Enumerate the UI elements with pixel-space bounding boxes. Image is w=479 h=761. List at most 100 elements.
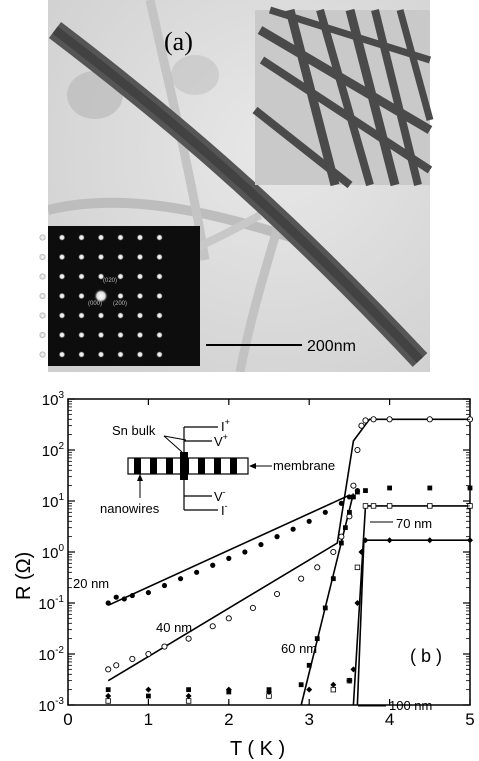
- diffraction-spot: [156, 351, 163, 358]
- point-60nm: [338, 540, 344, 546]
- y-tick-label: 100: [42, 543, 65, 562]
- point-40nm: [113, 662, 120, 669]
- voltage-plus-label: V+: [214, 432, 228, 449]
- diffraction-spot: [156, 253, 163, 261]
- diffraction-spot: [58, 331, 66, 339]
- point-60nm: [387, 485, 392, 491]
- x-tick-label: 2: [224, 710, 233, 729]
- point-100nm: [346, 677, 353, 684]
- point-100nm: [362, 537, 369, 544]
- point-60nm: [355, 489, 360, 495]
- diffraction-spot: [78, 253, 85, 261]
- point-100nm: [266, 688, 272, 695]
- point-20nm: [145, 589, 151, 596]
- point-40nm: [129, 655, 136, 662]
- point-40nm: [370, 416, 377, 423]
- diffraction-spot: [58, 234, 66, 241]
- curve-label-70nm: 70 nm: [396, 516, 432, 531]
- point-70nm: [386, 503, 393, 509]
- point-40nm: [350, 482, 357, 489]
- point-100nm: [426, 537, 433, 544]
- diffraction-spot: [94, 289, 108, 303]
- voltage-minus-label: V-: [214, 487, 226, 504]
- point-100nm: [306, 686, 313, 693]
- y-tick-label: 102: [42, 441, 65, 460]
- diffraction-spot: [97, 253, 105, 261]
- current-minus-label: I-: [221, 501, 228, 518]
- fit-line: [107, 494, 350, 607]
- y-axis-ticks: 10-3 10-2 10-1 100 101 102 103: [38, 390, 470, 715]
- diffraction-spot: [117, 273, 124, 280]
- diffraction-spot: [78, 292, 85, 300]
- diffraction-spot: [117, 253, 124, 261]
- x-tick-label: 0: [63, 710, 72, 729]
- point-60nm: [298, 682, 304, 688]
- diffraction-spot: [39, 312, 46, 319]
- current-plus-label: I+: [221, 417, 230, 434]
- point-40nm: [185, 635, 192, 642]
- diffraction-spot: [117, 331, 124, 339]
- diffraction-spot: [78, 273, 85, 280]
- point-100nm: [145, 686, 152, 693]
- diffraction-spot: [117, 292, 124, 300]
- point-100nm: [105, 693, 112, 700]
- x-tick-label: 4: [385, 710, 394, 729]
- point-20nm: [113, 594, 119, 600]
- point-60nm: [186, 687, 191, 693]
- diffraction-spot: [136, 292, 144, 300]
- plot-frame: [67, 398, 471, 706]
- diffraction-spot: [78, 234, 85, 241]
- point-20nm: [306, 518, 312, 524]
- diffraction-spot: [97, 351, 105, 358]
- diffraction-spot: [117, 351, 124, 358]
- point-60nm: [363, 488, 368, 493]
- scale-bar-label: 200nm: [307, 338, 356, 355]
- y-tick-label: 103: [42, 390, 65, 409]
- diffraction-spot: [136, 253, 144, 261]
- diffraction-spot: [117, 312, 124, 319]
- point-20nm: [338, 500, 344, 506]
- point-60nm: [427, 485, 433, 491]
- point-70nm: [185, 698, 192, 704]
- membrane-nanowire: [198, 458, 205, 474]
- point-100nm: [185, 693, 192, 700]
- point-70nm: [330, 686, 337, 693]
- point-40nm: [209, 623, 216, 630]
- diffraction-spot: [136, 331, 144, 339]
- diffraction-spot: [58, 312, 66, 319]
- point-40nm: [426, 416, 433, 423]
- y-axis-label: R (Ω): [13, 552, 35, 600]
- x-axis-label: T ( K ): [230, 738, 285, 760]
- y-tick-label: 101: [42, 492, 65, 511]
- point-40nm: [362, 417, 369, 424]
- diffraction-spot: [39, 331, 46, 339]
- point-60nm: [342, 525, 348, 531]
- nanowires-label: nanowires: [100, 501, 160, 516]
- point-20nm: [121, 596, 127, 602]
- panel-a-label: (a): [164, 27, 193, 56]
- membrane-nanowire: [166, 458, 173, 474]
- diffraction-spot: [97, 331, 105, 339]
- diffraction-spot: [39, 253, 46, 261]
- nanowire-array-inset: [252, 6, 434, 189]
- point-60nm: [314, 636, 320, 642]
- point-20nm: [210, 562, 216, 568]
- point-60nm: [146, 693, 151, 699]
- point-40nm: [298, 575, 305, 582]
- point-100nm: [350, 666, 357, 673]
- point-100nm: [354, 600, 361, 606]
- diffraction-spot: [39, 351, 46, 358]
- diffraction-spot: [136, 351, 144, 358]
- panel-b-label: ( b ): [410, 646, 442, 666]
- point-100nm: [330, 681, 337, 688]
- membrane-nanowire: [134, 458, 141, 474]
- x-tick-label: 5: [465, 710, 474, 729]
- diffraction-spot: [136, 273, 144, 280]
- point-40nm: [330, 548, 337, 556]
- point-40nm: [358, 422, 365, 429]
- curve-label-20nm: 20 nm: [73, 576, 109, 591]
- diffraction-spot: [156, 292, 163, 300]
- point-40nm: [338, 533, 345, 540]
- diffraction-spot: [136, 234, 144, 241]
